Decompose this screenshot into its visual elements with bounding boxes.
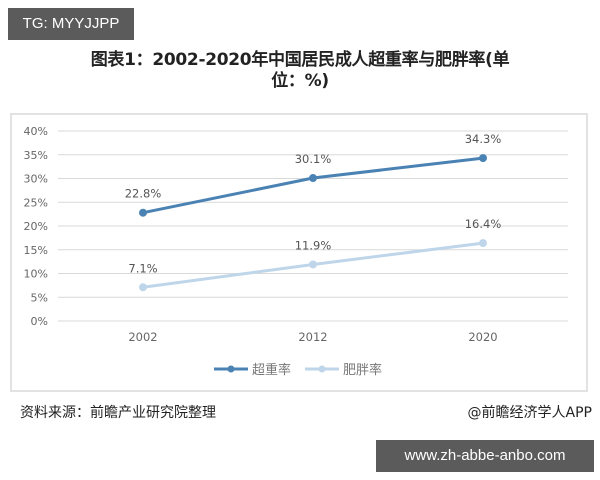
legend-item-obese: 肥胖率 — [305, 362, 382, 378]
x-tick-label: 2002 — [128, 330, 157, 344]
x-axis-ticks: 2002 2012 2020 — [128, 330, 497, 344]
legend-item-overweight: 超重率 — [214, 362, 291, 378]
source-note: 资料来源：前瞻产业研究院整理 — [20, 405, 216, 421]
y-axis-ticks: 0% 5% 10% 15% 20% 25% 30% 35% 40% — [24, 125, 48, 328]
chart-title-line2: 位：%) — [271, 71, 329, 91]
legend-marker-icon — [227, 365, 235, 373]
y-tick-label: 20% — [24, 220, 48, 233]
chart-frame — [10, 113, 588, 392]
y-tick-label: 25% — [24, 196, 48, 209]
series-line — [141, 156, 485, 215]
data-point — [479, 239, 487, 248]
chart-title: 图表1：2002-2020年中国居民成人超重率与肥胖率(单 位：%) — [40, 50, 560, 92]
data-point — [139, 283, 147, 292]
x-tick-label: 2020 — [468, 330, 497, 344]
y-tick-label: 0% — [31, 315, 48, 328]
legend: 超重率 肥胖率 — [214, 362, 382, 378]
data-label: 7.1% — [128, 261, 157, 275]
series-lines: 22.8% 30.1% 34.3% 7.1% 11.9% 16.4% — [125, 132, 502, 292]
credit-note: @前瞻经济学人APP — [467, 405, 592, 421]
data-label: 34.3% — [465, 132, 502, 146]
series-obese: 7.1% 11.9% 16.4% — [128, 217, 502, 292]
legend-label: 超重率 — [252, 362, 291, 378]
y-tick-label: 5% — [31, 291, 48, 304]
data-point — [309, 260, 317, 269]
y-tick-label: 35% — [24, 149, 48, 162]
x-tick-label: 2012 — [298, 330, 327, 344]
y-tick-label: 10% — [24, 268, 48, 281]
watermark-tag: TG: MYYJJPP — [8, 8, 134, 40]
data-point — [309, 174, 317, 183]
data-point — [139, 208, 147, 217]
data-label: 16.4% — [465, 217, 502, 231]
legend-label: 肥胖率 — [343, 362, 382, 378]
legend-marker-icon — [318, 365, 326, 373]
y-tick-label: 30% — [24, 173, 48, 186]
y-tick-label: 15% — [24, 244, 48, 257]
series-overweight: 22.8% 30.1% 34.3% — [125, 132, 502, 217]
url-banner: www.zh-abbe-anbo.com — [376, 440, 594, 472]
data-point — [479, 154, 487, 163]
y-tick-label: 40% — [24, 125, 48, 138]
data-label: 30.1% — [295, 152, 332, 166]
data-label: 22.8% — [125, 187, 162, 201]
data-label: 11.9% — [295, 238, 332, 252]
chart-title-line1: 图表1：2002-2020年中国居民成人超重率与肥胖率(单 — [90, 50, 510, 70]
